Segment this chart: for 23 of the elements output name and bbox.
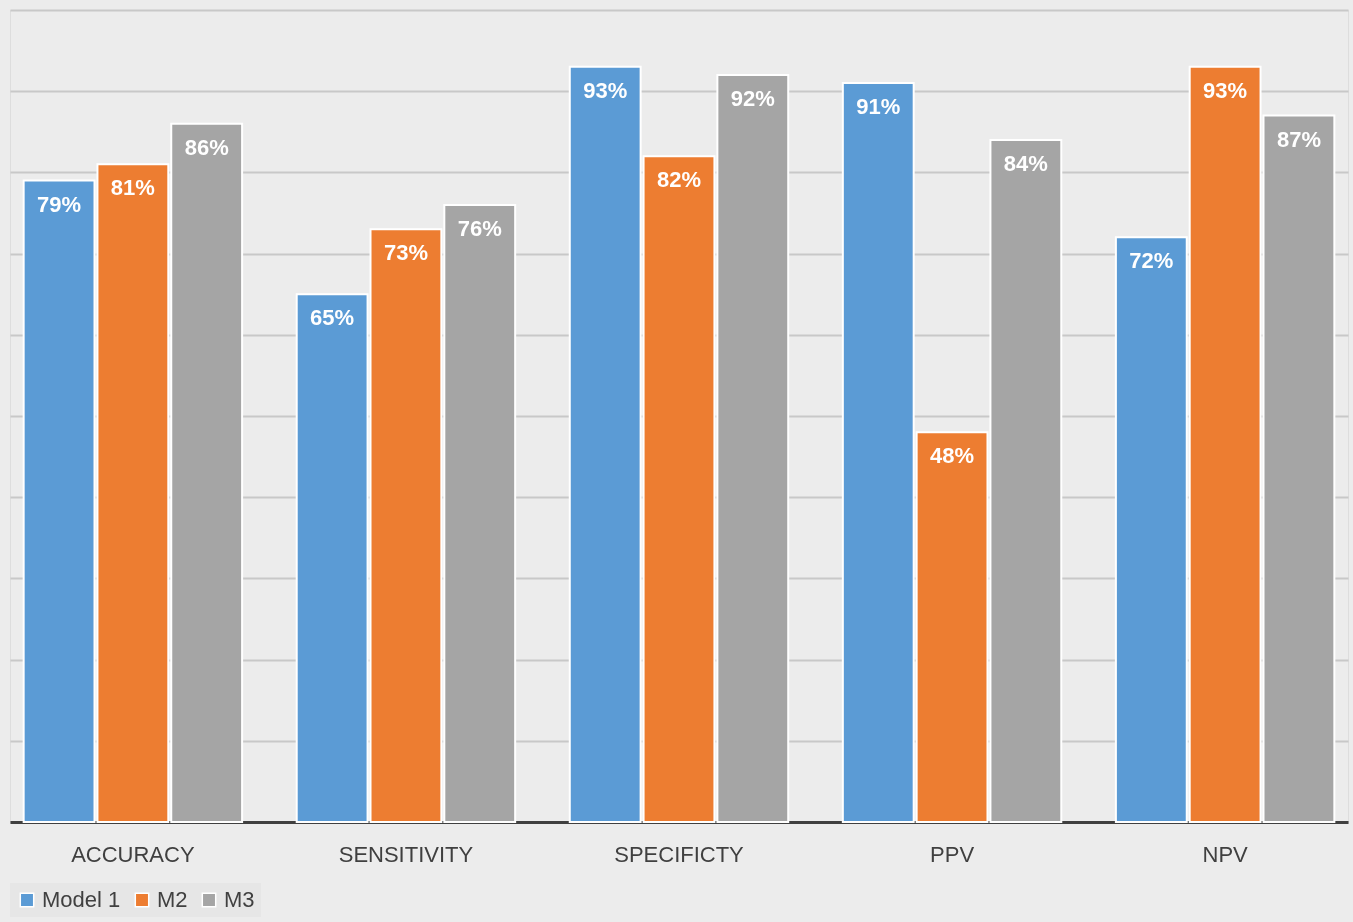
data-label: 93% xyxy=(583,77,628,103)
data-label: 93% xyxy=(1203,77,1248,103)
data-label: 86% xyxy=(184,134,229,160)
x-tick-label: SPECIFICTY xyxy=(614,841,745,867)
legend-label: M2 xyxy=(157,887,188,912)
x-tick-label: ACCURACY xyxy=(71,841,195,867)
data-label: 65% xyxy=(310,305,355,331)
x-tick-label: SENSITIVITY xyxy=(338,841,474,867)
data-label: 72% xyxy=(1129,248,1174,274)
data-label: 79% xyxy=(37,191,82,217)
x-tick-label: NPV xyxy=(1202,841,1249,867)
legend-label: Model 1 xyxy=(42,887,121,912)
data-label: 76% xyxy=(457,215,502,241)
data-label: 87% xyxy=(1276,126,1321,152)
data-label: 84% xyxy=(1003,150,1048,176)
data-label: 91% xyxy=(856,94,901,120)
data-label: 92% xyxy=(730,85,775,111)
data-label: 82% xyxy=(656,167,702,193)
data-label: 81% xyxy=(110,175,155,201)
x-tick-label: PPV xyxy=(930,841,975,867)
data-label: 48% xyxy=(930,443,975,469)
data-label: 73% xyxy=(383,240,428,266)
legend-label: M3 xyxy=(224,887,255,912)
